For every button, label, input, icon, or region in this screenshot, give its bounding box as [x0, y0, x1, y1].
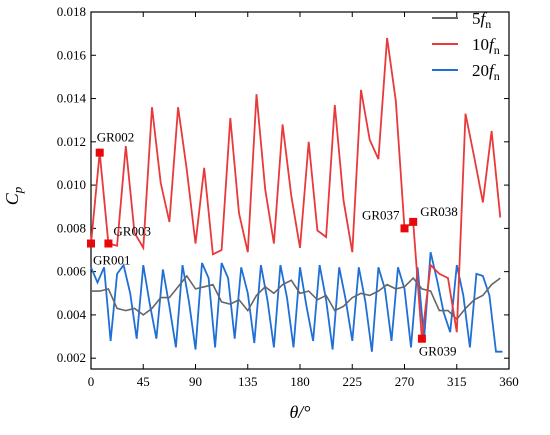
- y-tick-label: 0.012: [57, 134, 86, 149]
- legend-label: 5fn: [472, 9, 491, 31]
- marker-label: GR001: [93, 253, 131, 268]
- y-tick-label: 0.016: [57, 47, 87, 62]
- y-axis-title-main: C: [2, 192, 22, 205]
- y-axis: 0.002 0.004 0.006 0.008 0.010 0.012 0.014 0.016…: [57, 4, 509, 365]
- y-tick-label: 0.002: [57, 350, 86, 365]
- legend-label-italic: f: [489, 35, 496, 54]
- marker-point: [95, 148, 104, 157]
- marker-point: [87, 239, 95, 248]
- y-axis-title: Cp: [2, 186, 25, 205]
- y-axis-title-sub: p: [10, 186, 25, 194]
- marker-point: [104, 239, 113, 248]
- legend-label-main: 5: [472, 9, 481, 28]
- x-tick-label: 180: [290, 374, 310, 389]
- y-tick-label: 0.018: [57, 4, 86, 19]
- x-tick-label: 0: [88, 374, 95, 389]
- legend-label-main: 20: [472, 61, 489, 80]
- legend-label-italic: f: [481, 9, 488, 28]
- marker-point: [400, 224, 409, 233]
- legend-label-sub: n: [494, 69, 500, 83]
- marker-label: GR037: [362, 207, 400, 222]
- series-line-20fn: [90, 251, 503, 353]
- annotation-layer: GR001 GR002 GR003 GR037 GR038 GR039: [87, 130, 458, 359]
- marker-label: GR002: [97, 130, 135, 145]
- legend-label: 20fn: [472, 61, 500, 83]
- marker-label: GR003: [113, 224, 151, 239]
- legend-label-sub: n: [494, 43, 500, 57]
- x-tick-label: 90: [189, 374, 202, 389]
- marker-label: GR039: [419, 344, 457, 359]
- legend-label-sub: n: [485, 17, 491, 31]
- series-line-5fn: [91, 274, 501, 321]
- series-line-10fn: [90, 37, 502, 339]
- legend-label: 10fn: [472, 35, 500, 57]
- series-layer: [90, 37, 503, 353]
- x-tick-label: 45: [137, 374, 150, 389]
- marker-point: [409, 217, 418, 226]
- x-tick-label: 315: [447, 374, 467, 389]
- x-axis-title: θ/°: [289, 402, 310, 422]
- legend-label-italic: f: [489, 61, 496, 80]
- x-tick-label: 360: [499, 374, 519, 389]
- y-tick-label: 0.014: [57, 91, 87, 106]
- marker-label: GR038: [420, 204, 458, 219]
- y-tick-label: 0.008: [57, 220, 86, 235]
- x-tick-label: 135: [238, 374, 258, 389]
- x-tick-label: 225: [343, 374, 363, 389]
- x-tick-label: 270: [395, 374, 415, 389]
- y-tick-label: 0.010: [57, 177, 86, 192]
- x-axis: 0 45 90 135 180 225 270 315 360: [88, 12, 519, 389]
- y-tick-label: 0.006: [57, 264, 87, 279]
- plot-frame: [90, 11, 510, 370]
- legend-label-main: 10: [472, 35, 489, 54]
- y-tick-label: 0.004: [57, 307, 87, 322]
- marker-point: [417, 334, 426, 343]
